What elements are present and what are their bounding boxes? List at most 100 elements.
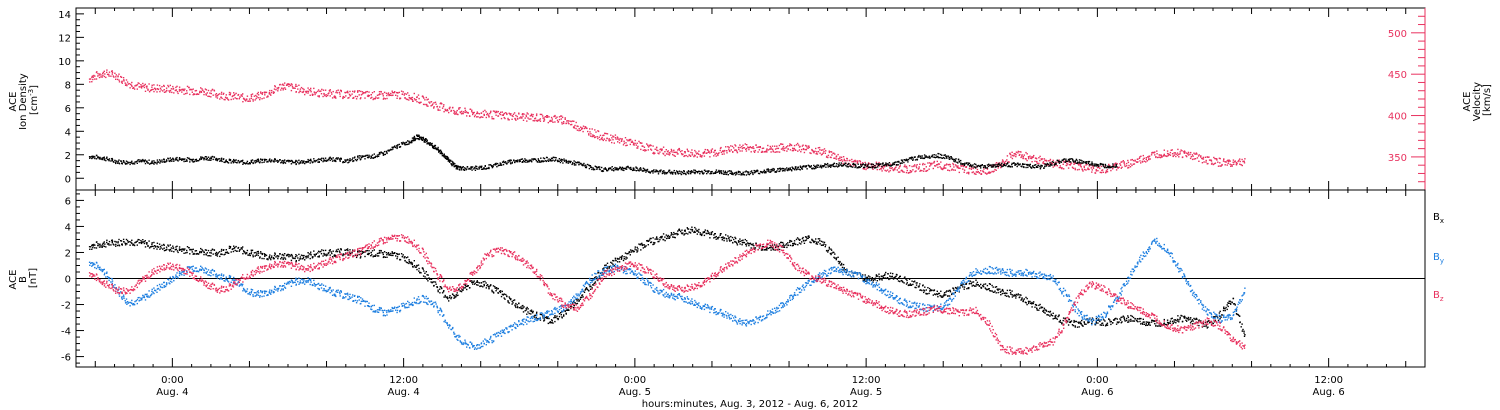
velocity-point	[321, 88, 323, 91]
velocity-point	[297, 88, 299, 90]
velocity-point	[405, 93, 408, 95]
density-point	[1030, 167, 1033, 169]
velocity-point	[1161, 156, 1163, 158]
velocity-point	[300, 86, 303, 89]
velocity-point	[143, 84, 145, 87]
density-point	[233, 158, 235, 161]
velocity-point	[525, 115, 528, 118]
velocity-point	[1223, 158, 1225, 160]
density-point	[103, 159, 106, 161]
bx-point	[232, 250, 235, 253]
velocity-point	[361, 91, 364, 93]
velocity-point	[221, 97, 223, 100]
density-point	[831, 164, 833, 166]
velocity-point	[433, 106, 435, 108]
bx-point	[365, 250, 367, 252]
density-point	[1055, 163, 1057, 165]
density-point	[492, 165, 494, 168]
density-point	[845, 165, 847, 167]
velocity-point	[797, 144, 800, 146]
velocity-point	[105, 76, 107, 79]
velocity-point	[334, 96, 337, 98]
velocity-point	[772, 150, 774, 152]
bx-point	[543, 320, 545, 322]
velocity-point	[830, 151, 833, 153]
velocity-point	[882, 166, 885, 168]
density-point	[707, 171, 709, 174]
density-point	[1098, 165, 1100, 168]
bx-point	[278, 255, 280, 257]
density-point	[690, 172, 692, 175]
velocity-point	[216, 97, 219, 99]
bx-point	[387, 252, 389, 255]
density-point	[454, 165, 457, 167]
density-tick-label: 12	[58, 33, 71, 44]
density-point	[378, 151, 381, 154]
bx-point	[191, 249, 193, 251]
velocity-point	[332, 90, 334, 93]
density-point	[1069, 158, 1071, 160]
velocity-point	[1137, 158, 1139, 160]
velocity-point	[1186, 153, 1189, 155]
density-point	[1018, 163, 1020, 166]
velocity-point	[834, 157, 836, 159]
velocity-point	[427, 98, 429, 100]
density-point	[275, 160, 277, 162]
velocity-point	[922, 162, 924, 165]
velocity-point	[1220, 165, 1222, 167]
density-point	[453, 162, 455, 164]
bx-point	[277, 257, 279, 260]
bx-point	[255, 254, 257, 256]
velocity-point	[854, 159, 856, 162]
bx-point	[443, 290, 445, 292]
density-point	[375, 155, 377, 157]
density-point	[163, 161, 166, 163]
density-point	[711, 170, 713, 173]
density-point	[937, 156, 940, 159]
velocity-point	[980, 173, 983, 175]
bx-point	[328, 252, 330, 254]
velocity-point	[897, 171, 900, 173]
velocity-point	[1106, 171, 1109, 173]
bx-point	[186, 246, 189, 248]
density-point	[272, 160, 275, 162]
velocity-point	[971, 171, 973, 174]
velocity-point	[671, 150, 673, 152]
bx-point	[650, 241, 652, 244]
velocity-point	[632, 142, 635, 144]
velocity-point	[330, 91, 333, 94]
velocity-point	[130, 83, 132, 85]
density-point	[183, 160, 185, 163]
density-point	[291, 161, 294, 163]
bx-point	[234, 249, 236, 252]
density-point	[349, 158, 351, 160]
density-point	[1093, 165, 1095, 167]
density-point	[500, 164, 503, 166]
density-point	[1076, 162, 1079, 164]
density-point	[1087, 160, 1090, 163]
bx-point	[244, 252, 246, 254]
bx-point	[194, 250, 196, 252]
bx-point	[499, 291, 502, 294]
density-point	[1007, 162, 1009, 164]
bx-point	[116, 244, 119, 247]
density-point	[1063, 158, 1066, 160]
velocity-point	[959, 167, 961, 169]
density-point	[430, 143, 433, 145]
bx-point	[221, 253, 223, 256]
density-point	[1114, 166, 1117, 168]
density-point	[1078, 162, 1080, 164]
velocity-point	[446, 109, 448, 111]
velocity-point	[347, 92, 349, 94]
velocity-point	[175, 86, 177, 89]
bx-point	[294, 256, 297, 258]
bx-point	[151, 243, 153, 245]
density-point	[455, 168, 457, 170]
velocity-point	[892, 169, 895, 172]
velocity-point	[1100, 165, 1103, 168]
bx-point	[246, 249, 249, 252]
density-point	[116, 162, 119, 164]
density-point	[425, 138, 427, 141]
density-point	[257, 158, 259, 160]
density-point	[250, 160, 253, 162]
